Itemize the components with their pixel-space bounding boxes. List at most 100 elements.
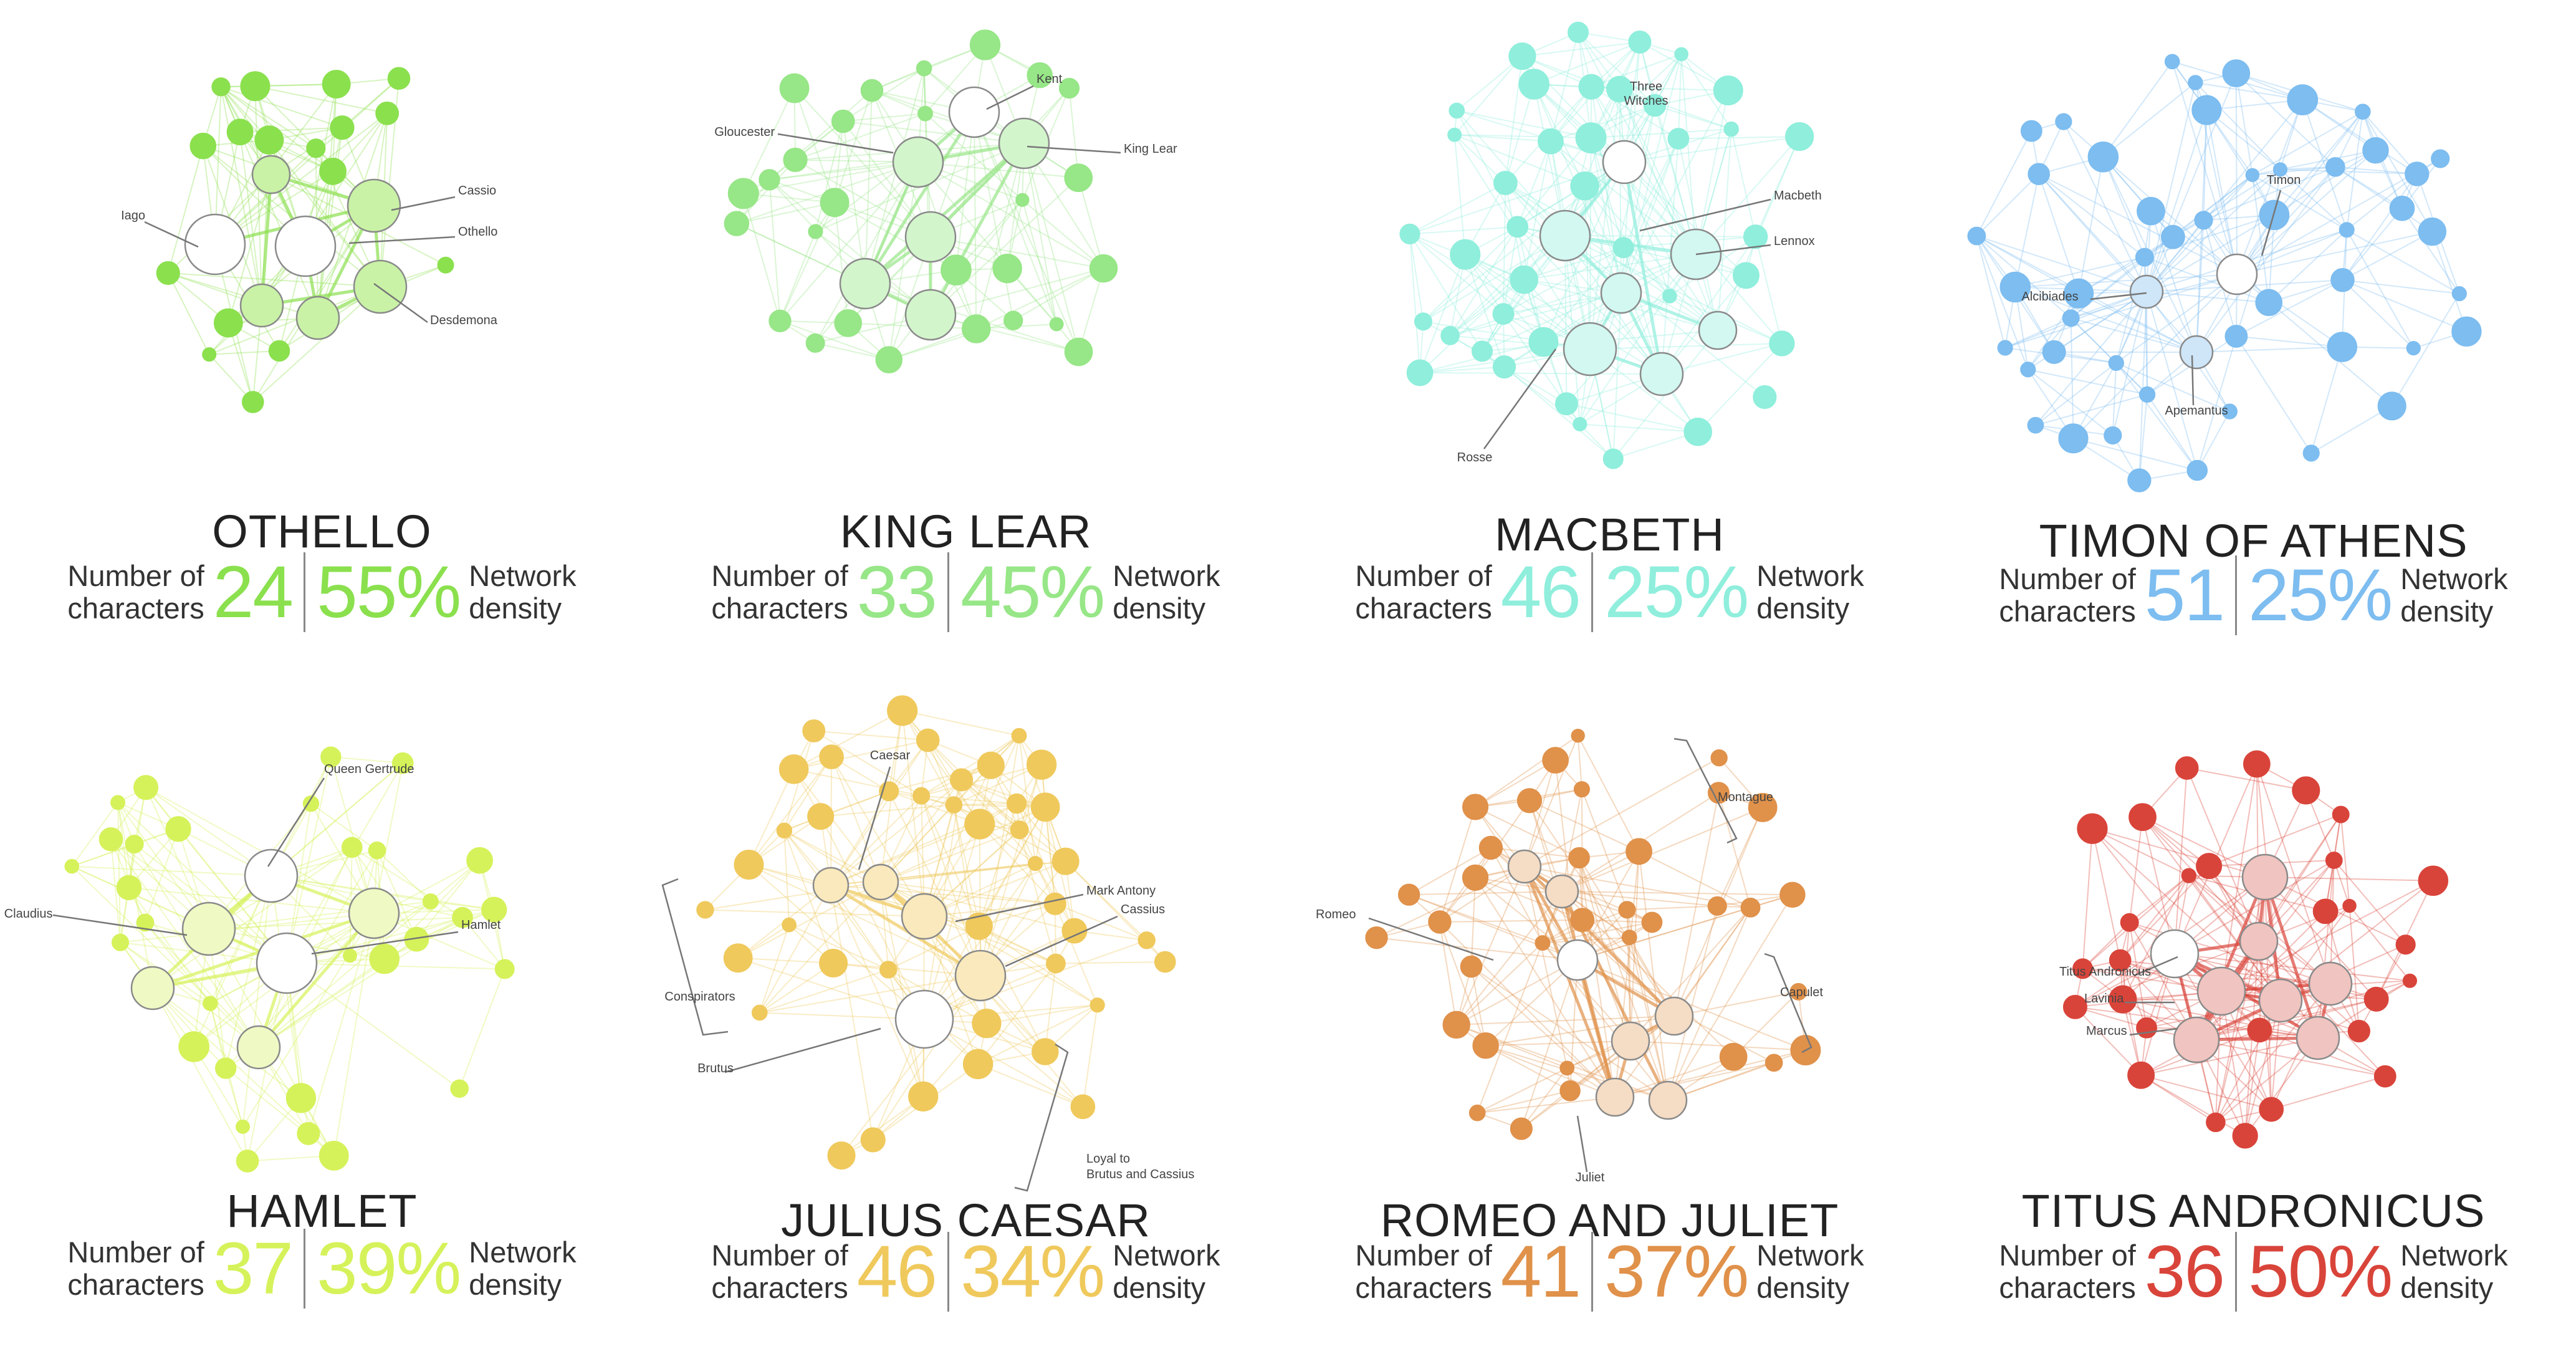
network-edge xyxy=(1013,267,1104,322)
character-node xyxy=(1683,417,1712,446)
network-edge xyxy=(1638,851,1669,1101)
network-edge xyxy=(2174,953,2272,1110)
character-node xyxy=(1032,1038,1059,1065)
network-edge xyxy=(330,756,375,914)
network-edge xyxy=(888,790,980,825)
network-edge xyxy=(1542,936,1630,944)
character-node xyxy=(240,71,271,102)
network-edge xyxy=(1023,143,1058,325)
character-node xyxy=(2072,958,2094,979)
network-edge xyxy=(2138,394,2148,481)
network-edge xyxy=(2120,865,2210,961)
network-edge xyxy=(1612,292,1622,459)
network-edge xyxy=(1543,247,1624,343)
network-edge xyxy=(2236,150,2377,275)
character-node xyxy=(1518,69,1549,100)
network-edge xyxy=(2349,905,2411,981)
network-edge xyxy=(1621,90,1729,294)
network-edge xyxy=(2196,346,2342,353)
network-edge xyxy=(830,885,874,1140)
network-density-value: 45% xyxy=(960,551,1105,633)
character-node xyxy=(1154,951,1176,973)
character-count-value: 37 xyxy=(213,1227,294,1310)
network-edge xyxy=(1409,233,1504,315)
network-edge xyxy=(1524,866,1630,938)
network-edge xyxy=(2203,175,2253,221)
character-node xyxy=(133,775,159,800)
label-callout-line xyxy=(52,914,188,936)
character-label: Conspirators xyxy=(664,990,735,1004)
network-edge xyxy=(1578,857,1616,1098)
network-edge xyxy=(1639,41,1729,91)
network-edge xyxy=(793,88,836,203)
character-node xyxy=(319,158,347,185)
loyal-bracket xyxy=(1014,1043,1069,1192)
character-node xyxy=(723,943,753,973)
network-edge xyxy=(2362,111,2418,175)
network-edge xyxy=(841,1096,924,1156)
network-edge xyxy=(888,161,919,360)
character-node xyxy=(213,308,243,338)
character-node xyxy=(1573,416,1587,431)
network-edge xyxy=(1454,134,1551,142)
network-edge xyxy=(1516,226,1662,375)
character-node-major xyxy=(2258,978,2303,1023)
character-node xyxy=(1011,728,1027,744)
network-edge xyxy=(2203,166,2336,221)
network-edge xyxy=(2062,121,2147,292)
character-node xyxy=(1399,223,1420,244)
character-node xyxy=(2330,267,2355,292)
character-node-major xyxy=(1539,209,1591,262)
character-node-major xyxy=(184,213,246,276)
network-edge xyxy=(924,863,1036,1020)
network-edge xyxy=(1718,792,1751,908)
network-edge xyxy=(842,121,866,284)
character-node xyxy=(437,256,454,274)
network-edge xyxy=(2236,274,2343,348)
network-edge xyxy=(72,865,272,876)
network-edge xyxy=(738,957,834,964)
network-edge xyxy=(2071,256,2145,319)
character-node xyxy=(1570,171,1599,201)
play-panel-kinglear: Kent Gloucester King Lear KING LEAR Number o… xyxy=(644,0,1288,680)
network-edge xyxy=(1533,84,1566,236)
character-count-value: 51 xyxy=(2144,554,2225,636)
network-edge xyxy=(979,925,1098,1006)
network-edge xyxy=(1680,54,1697,255)
network-edge xyxy=(2196,411,2231,471)
character-node xyxy=(1030,792,1060,822)
network-edge xyxy=(307,913,375,1134)
character-node xyxy=(2431,149,2450,168)
character-node xyxy=(1089,997,1105,1013)
network-edge xyxy=(1041,764,1056,904)
character-node xyxy=(2062,309,2080,327)
character-count-value: 24 xyxy=(213,551,294,633)
network-edge xyxy=(1619,89,1622,294)
network-edge xyxy=(1591,86,1679,140)
network-edge xyxy=(145,922,259,1048)
character-node xyxy=(1570,908,1595,933)
character-node xyxy=(1641,911,1663,933)
play-panel-titus: Titus Andronicus Lavinia Marcus TITUS ANDRO… xyxy=(1932,680,2575,1359)
network-edge xyxy=(843,67,925,122)
network-edge xyxy=(1522,41,1640,57)
character-node xyxy=(972,1009,1002,1039)
network-edge xyxy=(2258,814,2342,942)
network-edge xyxy=(1419,235,1566,373)
label-callout-line xyxy=(311,931,459,955)
character-count-value: 46 xyxy=(856,1231,937,1313)
character-node xyxy=(1064,337,1093,367)
character-node xyxy=(2120,913,2139,932)
network-edge xyxy=(2004,317,2072,348)
network-edge xyxy=(1422,235,1566,322)
character-node xyxy=(1046,953,1066,974)
network-edge xyxy=(2115,362,2198,471)
network-edge xyxy=(2206,99,2303,111)
character-node xyxy=(965,912,993,940)
network-edge xyxy=(2082,828,2093,969)
network-edge xyxy=(240,127,342,133)
character-node xyxy=(1049,317,1064,332)
network-edge xyxy=(2038,173,2197,353)
label-callout-line xyxy=(724,1027,881,1073)
character-node xyxy=(1058,77,1080,99)
